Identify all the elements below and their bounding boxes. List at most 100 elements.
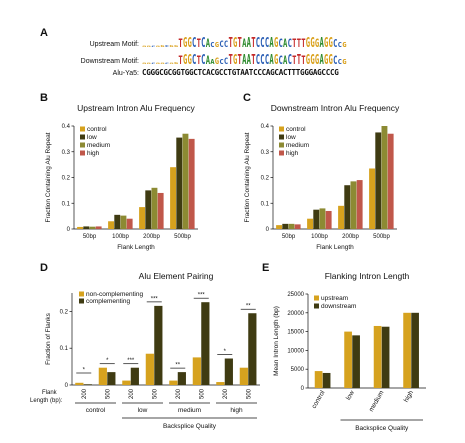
logo-letter-t: T <box>251 35 255 51</box>
bar-medium-100bp <box>120 215 127 229</box>
bar-non-complementing-1 <box>75 382 84 385</box>
bar-downstream-medium <box>381 326 390 388</box>
logo-letter-t: T <box>292 54 296 67</box>
logo-letter-c: C <box>201 35 205 51</box>
bar-low-200bp <box>145 190 152 229</box>
logo-letter-c: C <box>165 63 169 65</box>
bar-non-complementing-3 <box>122 380 131 385</box>
panel-d-label: D <box>40 262 48 274</box>
chart-title: Flanking Intron Length <box>325 271 410 281</box>
bar-low-500bp <box>375 132 382 229</box>
logo-letter-g: G <box>147 46 151 48</box>
logo-letter-t: T <box>178 54 182 67</box>
y-tick-label: 0 <box>67 227 71 233</box>
legend-label-upstream: upstream <box>321 295 348 302</box>
legend-label-medium: medium <box>286 142 309 149</box>
bar-control-50bp <box>276 225 282 229</box>
logo-letter-g: G <box>142 46 146 48</box>
chart-flanking-intron-length: Flanking Intron Length Mean Intron Length… <box>273 271 426 432</box>
alu-ya5-label: Alu-Ya5: <box>113 70 139 77</box>
bar-low-100bp <box>313 209 320 229</box>
bar-low-100bp <box>114 214 121 229</box>
flank-tick-label: 500 <box>246 388 252 399</box>
logo-letter-c: C <box>151 46 155 48</box>
y-tick-label: 25000 <box>287 292 304 298</box>
legend-label-control: control <box>286 126 306 133</box>
x-axis-label: Flank Length <box>117 244 155 251</box>
logo-letter-c: C <box>151 63 155 65</box>
legend-swatch-upstream <box>314 295 319 301</box>
bar-upstream-medium <box>373 325 382 388</box>
y-tick-label: 0.4 <box>62 124 71 130</box>
bar-downstream-high <box>411 312 419 388</box>
backsplice-quality-label: Backsplice Quality <box>163 423 217 430</box>
bar-complementing-1 <box>83 384 92 385</box>
significance-marker: ** <box>246 304 251 310</box>
significance-marker: *** <box>198 293 206 299</box>
logo-letter-c: C <box>201 52 205 68</box>
bar-high-100bp <box>325 210 332 229</box>
y-tick-label: 0.4 <box>261 124 270 130</box>
bar-upstream-high <box>403 312 411 388</box>
x-axis-label: Flank Length <box>316 244 354 251</box>
bar-complementing-3 <box>130 367 139 385</box>
logo-letter-a: A <box>247 52 252 68</box>
logo-letter-c: C <box>192 52 196 68</box>
bar-high-500bp <box>188 138 195 229</box>
logo-letter-c: C <box>256 52 260 68</box>
y-tick-label: 20000 <box>287 311 304 317</box>
bar-control-500bp <box>170 167 176 229</box>
x-tick-label: high <box>403 389 415 403</box>
logo-letter-g: G <box>174 62 179 65</box>
panel-b-label: B <box>40 92 48 104</box>
chart-title: Upstream Intron Alu Frequency <box>77 103 195 113</box>
logo-letter-c: C <box>192 35 196 51</box>
logo-letter-t: T <box>178 37 182 50</box>
logo-letter-g: G <box>324 35 328 51</box>
logo-letter-t: T <box>197 54 201 67</box>
significance-marker: * <box>106 358 109 364</box>
logo-letter-g: G <box>183 52 187 68</box>
panel-a-label: A <box>40 27 48 39</box>
bar-complementing-2 <box>107 372 116 385</box>
logo-letter-c: C <box>260 52 264 68</box>
bar-medium-200bp <box>151 187 158 229</box>
group-label-low: low <box>138 407 148 414</box>
logo-letter-a: A <box>283 37 287 50</box>
flank-tick-label: 200 <box>223 388 229 399</box>
legend-label-non-complementing: non-complementing <box>86 291 143 298</box>
logo-letter-c: C <box>219 57 223 66</box>
flank-tick-label: 200 <box>176 388 182 399</box>
chart-alu-element-pairing: Alu Element Pairing Fraction of Flanks 0 0.… <box>30 271 260 430</box>
bar-upstream-control <box>314 371 323 388</box>
backsplice-quality-label: Backsplice Quality <box>355 425 409 432</box>
legend-swatch-non-complementing <box>79 291 84 297</box>
chart-downstream-alu-frequency: Downstream Intron Alu Frequency Fraction … <box>244 103 400 251</box>
logo-letter-g: G <box>310 52 314 68</box>
logo-letter-g: G <box>233 35 237 51</box>
panel-a: A Upstream Motif: Downstream Motif: Alu-… <box>40 27 347 77</box>
x-tick-label: control <box>311 389 327 410</box>
logo-letter-c: C <box>265 35 269 51</box>
logo-letter-g: G <box>342 57 346 66</box>
bar-medium-50bp <box>288 223 295 229</box>
significance-marker: *** <box>151 296 159 302</box>
y-tick-label: 5000 <box>291 367 305 373</box>
logo-letter-c: C <box>265 52 269 68</box>
bar-complementing-5 <box>177 372 186 385</box>
logo-letter-g: G <box>156 63 160 65</box>
group-label-medium: medium <box>178 407 201 414</box>
bar-high-50bp <box>294 224 301 229</box>
logo-letter-g: G <box>306 35 310 51</box>
bar-complementing-7 <box>224 358 233 385</box>
logo-letter-g: G <box>142 63 146 65</box>
bar-high-50bp <box>95 226 102 229</box>
logo-letter-c: C <box>279 54 283 67</box>
legend-swatch-low <box>80 134 85 140</box>
logo-letter-c: C <box>338 40 342 49</box>
legend-label-low: low <box>87 134 97 141</box>
x-tick-label: 50bp <box>282 234 296 240</box>
legend-swatch-low <box>279 134 284 140</box>
logo-letter-g: G <box>324 52 328 68</box>
